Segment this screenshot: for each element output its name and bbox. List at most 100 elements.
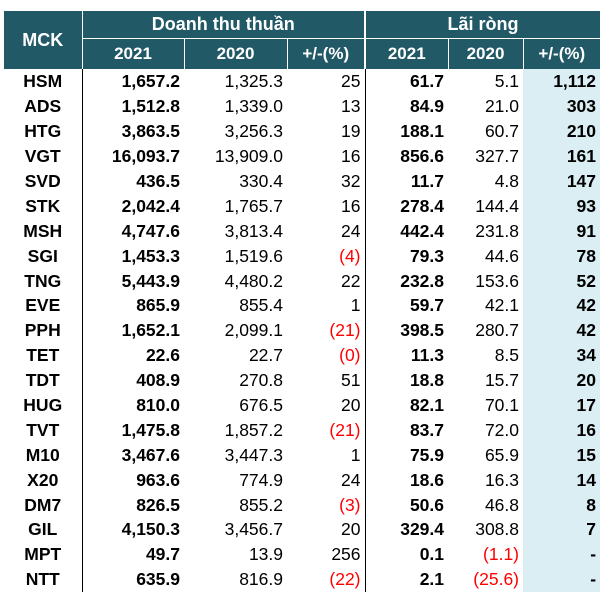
cell-revenue-change: (21) xyxy=(287,317,366,343)
cell-profit-change: - xyxy=(523,541,600,567)
cell-ticker: HSM xyxy=(4,69,83,94)
cell-revenue-2020: 3,447.3 xyxy=(224,444,283,465)
cell-revenue-change: 22 xyxy=(287,268,366,294)
cell-revenue-2020: 270.8 xyxy=(239,370,283,391)
financial-table: MCK Doanh thu thuần Lãi ròng 2021 2020 +… xyxy=(4,11,600,592)
cell-revenue-change: (4) xyxy=(287,243,366,269)
cell-revenue-2021: 3,467.6 xyxy=(121,444,180,465)
cell-ticker: EVE xyxy=(4,293,83,318)
cell-profit-2020: 144.4 xyxy=(475,195,520,216)
cell-revenue-change: (3) xyxy=(287,492,366,518)
cell-revenue-change: 19 xyxy=(287,118,366,144)
cell-profit-2020: 72.0 xyxy=(484,419,520,440)
cell-profit-change: 17 xyxy=(523,392,600,418)
table-row: HTG 3,863.5 3,256.3 19 188.1 60.7 210 xyxy=(4,118,600,144)
cell-revenue-change: 20 xyxy=(287,392,366,418)
cell-revenue-2020: 774.9 xyxy=(239,469,283,490)
cell-profit-change: - xyxy=(523,566,600,592)
cell-ticker: X20 xyxy=(4,467,83,493)
cell-revenue-change: 1 xyxy=(287,442,366,468)
header-revenue-2020: 2020 xyxy=(183,38,287,69)
cell-revenue-change: 32 xyxy=(287,168,366,194)
cell-revenue-2021: 22.6 xyxy=(145,345,180,366)
table-row: PPH 1,652.1 2,099.1 (21) 398.5 280.7 42 xyxy=(4,317,600,343)
cell-profit-change: 7 xyxy=(523,517,600,542)
cell-revenue-2020: 3,256.3 xyxy=(224,121,283,142)
cell-revenue-2020: 3,456.7 xyxy=(224,519,283,540)
cell-profit-2021: 59.7 xyxy=(409,295,445,316)
cell-profit-2020: (25.6) xyxy=(473,569,520,590)
cell-revenue-2020: 1,339.0 xyxy=(224,96,283,117)
cell-ticker: HUG xyxy=(4,392,83,418)
cell-revenue-2020: 13,909.0 xyxy=(214,146,283,167)
cell-revenue-2020: 4,480.2 xyxy=(224,270,283,291)
cell-revenue-2020: 3,813.4 xyxy=(224,220,283,241)
cell-ticker: DM7 xyxy=(4,492,83,518)
cell-ticker: ADS xyxy=(4,93,83,119)
cell-profit-2020: (1.1) xyxy=(483,544,520,565)
cell-revenue-change: (0) xyxy=(287,342,366,368)
cell-revenue-2021: 4,150.3 xyxy=(121,519,180,540)
cell-revenue-2020: 2,099.1 xyxy=(224,320,283,341)
header-profit-2020: 2020 xyxy=(447,38,524,69)
table-row: TVT 1,475.8 1,857.2 (21) 83.7 72.0 16 xyxy=(4,417,600,443)
cell-revenue-2021: 5,443.9 xyxy=(121,270,180,291)
cell-ticker: MSH xyxy=(4,218,83,244)
cell-revenue-2021: 810.0 xyxy=(136,395,180,416)
cell-revenue-2021: 4,747.6 xyxy=(121,220,180,241)
cell-revenue-2021: 1,652.1 xyxy=(121,320,180,341)
cell-revenue-change: 16 xyxy=(287,193,366,219)
table-row: X20 963.6 774.9 24 18.6 16.3 14 xyxy=(4,467,600,493)
cell-profit-2021: 18.8 xyxy=(409,370,445,391)
cell-profit-2021: 2.1 xyxy=(419,569,445,590)
table-body: HSM 1,657.2 1,325.3 25 61.7 5.1 1,112 ADS 1,512.… xyxy=(4,69,600,592)
cell-revenue-2020: 855.2 xyxy=(239,494,283,515)
cell-profit-2020: 60.7 xyxy=(484,121,520,142)
cell-ticker: SGI xyxy=(4,243,83,269)
table-row: SGI 1,453.3 1,519.6 (4) 79.3 44.6 78 xyxy=(4,243,600,269)
cell-ticker: MPT xyxy=(4,541,83,567)
cell-profit-2021: 0.1 xyxy=(419,544,445,565)
table-row: STK 2,042.4 1,765.7 16 278.4 144.4 93 xyxy=(4,193,600,219)
table-row: HSM 1,657.2 1,325.3 25 61.7 5.1 1,112 xyxy=(4,69,600,94)
cell-ticker: TDT xyxy=(4,367,83,393)
cell-revenue-2021: 1,512.8 xyxy=(121,96,180,117)
cell-profit-2021: 79.3 xyxy=(409,245,445,266)
cell-revenue-change: 24 xyxy=(287,467,366,493)
cell-profit-2021: 50.6 xyxy=(409,494,445,515)
cell-profit-change: 93 xyxy=(523,193,600,219)
cell-revenue-2021: 1,475.8 xyxy=(121,419,180,440)
cell-revenue-2020: 676.5 xyxy=(239,395,283,416)
cell-profit-2020: 308.8 xyxy=(475,519,520,540)
cell-profit-2020: 5.1 xyxy=(494,71,520,92)
header-mck: MCK xyxy=(4,11,82,69)
cell-ticker: TET xyxy=(4,342,83,368)
cell-profit-change: 78 xyxy=(523,243,600,269)
table-row: ADS 1,512.8 1,339.0 13 84.9 21.0 303 xyxy=(4,93,600,119)
cell-profit-2021: 398.5 xyxy=(400,320,445,341)
cell-profit-2020: 16.3 xyxy=(484,469,520,490)
cell-revenue-2021: 2,042.4 xyxy=(121,195,180,216)
cell-ticker: PPH xyxy=(4,317,83,343)
header-profit-change: +/-(%) xyxy=(522,38,600,69)
cell-revenue-change: 20 xyxy=(287,517,366,542)
cell-revenue-2020: 1,325.3 xyxy=(224,71,283,92)
cell-profit-change: 34 xyxy=(523,342,600,368)
table-row: MSH 4,747.6 3,813.4 24 442.4 231.8 91 xyxy=(4,218,600,244)
cell-revenue-2021: 3,863.5 xyxy=(121,121,180,142)
cell-profit-2021: 11.7 xyxy=(410,171,445,191)
cell-profit-change: 14 xyxy=(523,467,600,493)
cell-revenue-2020: 330.4 xyxy=(239,171,283,191)
header-net-profit: Lãi ròng xyxy=(364,11,600,39)
cell-profit-2020: 44.6 xyxy=(484,245,520,266)
cell-ticker: SVD xyxy=(4,168,83,194)
cell-profit-change: 8 xyxy=(523,492,600,518)
cell-revenue-2021: 826.5 xyxy=(136,494,180,515)
cell-ticker: STK xyxy=(4,193,83,219)
cell-profit-change: 52 xyxy=(523,268,600,294)
cell-profit-2021: 11.3 xyxy=(410,345,445,366)
cell-ticker: M10 xyxy=(4,442,83,468)
table-row: HUG 810.0 676.5 20 82.1 70.1 17 xyxy=(4,392,600,418)
cell-profit-2021: 61.7 xyxy=(409,71,445,92)
cell-revenue-change: 1 xyxy=(287,293,366,318)
